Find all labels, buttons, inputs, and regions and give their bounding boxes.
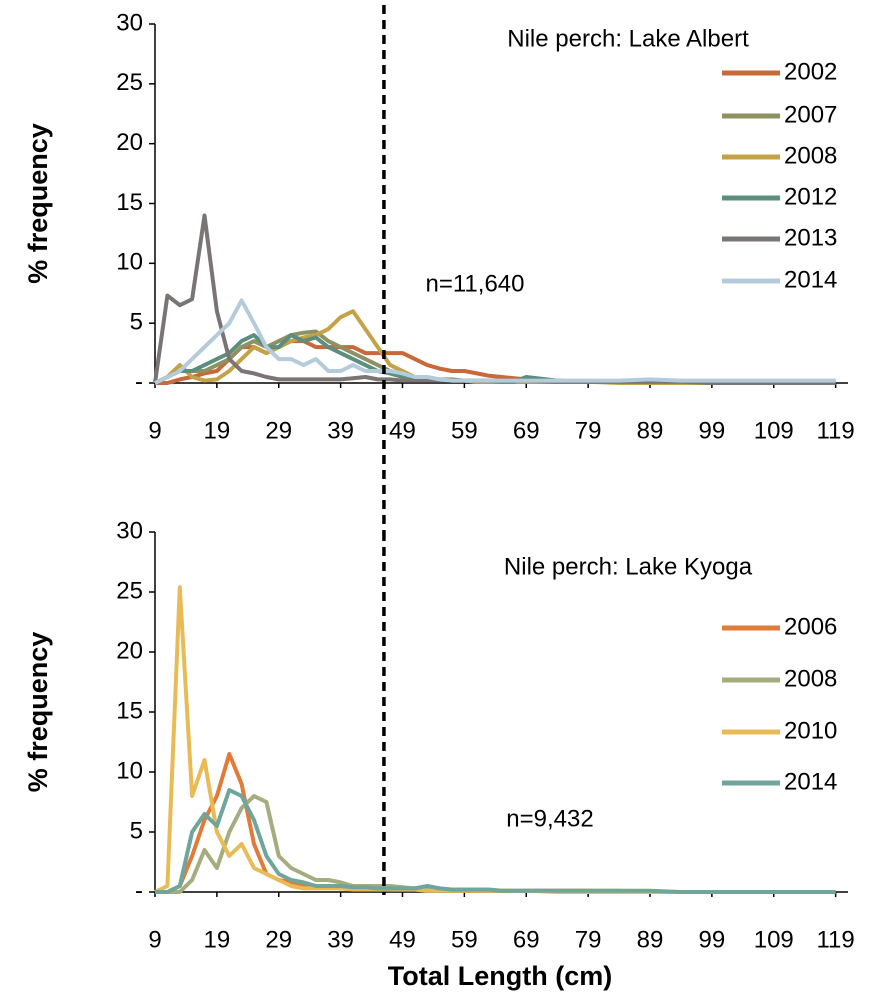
y-tick-label: 20 [116,129,143,156]
x-tick-label: 29 [265,417,292,444]
x-tick-label: 59 [451,417,478,444]
legend-label: 2007 [784,101,837,128]
x-tick-label: 109 [754,417,794,444]
y-axis-label: % frequency [23,632,53,793]
x-tick-label: 109 [754,926,794,953]
x-tick-label: 99 [699,926,726,953]
series-line [154,298,836,385]
y-tick-label: 25 [116,69,143,96]
x-tick-label: 49 [389,417,416,444]
y-tick-label: 25 [116,577,143,604]
x-tick-label: 19 [204,926,231,953]
annotation: n=9,432 [506,805,593,832]
x-tick-label: 9 [148,417,161,444]
legend-label: 2008 [784,665,837,692]
x-tick-label: 119 [816,926,854,953]
y-tick-label: 30 [116,517,143,544]
x-tick-label: 39 [327,926,354,953]
y-tick-label: 30 [116,9,143,36]
x-tick-label: 9 [148,926,161,953]
legend-label: 2014 [784,266,837,293]
y-tick-label: 20 [116,637,143,664]
x-tick-label: 99 [699,417,726,444]
y-tick-label: 10 [116,757,143,784]
series-line [155,794,836,894]
y-axis-label: % frequency [23,123,53,284]
x-tick-label: 89 [637,417,664,444]
x-tick-label: 19 [204,417,231,444]
y-tick-label: - [135,877,143,904]
y-tick-label: 15 [116,189,143,216]
y-tick-label: 5 [130,817,143,844]
chart-title: Nile perch: Lake Albert [507,25,749,52]
x-axis-label: Total Length (cm) [388,961,612,991]
annotation: n=11,640 [426,270,525,297]
series-line [155,788,836,894]
y-tick-label: 5 [130,309,143,336]
x-tick-label: 79 [575,417,602,444]
legend-label: 2008 [784,142,837,169]
legend-label: 2013 [784,224,837,251]
legend-label: 2002 [784,58,837,85]
x-tick-label: 89 [637,926,664,953]
legend-label: 2006 [784,613,837,640]
x-tick-label: 79 [575,926,602,953]
legend-label: 2010 [784,717,837,744]
x-tick-label: 59 [451,926,478,953]
y-tick-label: 15 [116,697,143,724]
x-tick-label: 69 [513,417,540,444]
chart-title: Nile perch: Lake Kyoga [504,553,753,580]
x-tick-label: 29 [265,926,292,953]
x-tick-label: 69 [513,926,540,953]
x-tick-label: 49 [389,926,416,953]
x-tick-label: 39 [327,417,354,444]
x-tick-label: 119 [816,417,854,444]
legend-label: 2012 [784,183,837,210]
y-tick-label: 10 [116,249,143,276]
legend-label: 2014 [784,768,837,795]
y-tick-label: - [135,368,143,395]
